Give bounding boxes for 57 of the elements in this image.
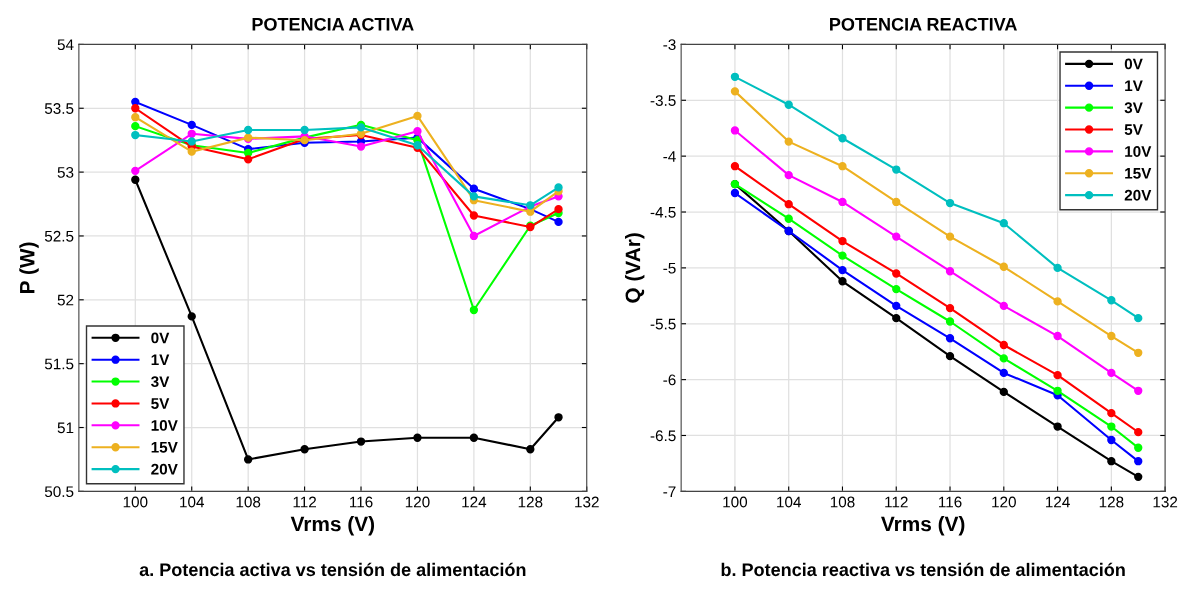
- legend-label: 15V: [151, 442, 178, 453]
- y-tick-label: 50.5: [44, 486, 74, 498]
- y-tick-label: 53: [57, 166, 74, 178]
- x-tick-label: 120: [405, 496, 430, 508]
- x-tick-label: 104: [180, 496, 205, 508]
- legend-label: 3V: [1124, 102, 1143, 114]
- legend-label: 5V: [151, 398, 170, 409]
- chart-title: POTENCIA ACTIVA: [252, 17, 414, 31]
- y-tick-label: -5.5: [650, 318, 676, 330]
- x-tick-label: 132: [575, 496, 599, 508]
- x-tick-label: 104: [777, 496, 801, 508]
- x-tick-label: 128: [518, 496, 543, 508]
- x-tick-label: 112: [293, 496, 317, 508]
- legend-label: 5V: [1124, 124, 1143, 136]
- chart-title: POTENCIA REACTIVA: [830, 17, 1017, 31]
- y-tick-label: -3: [663, 39, 676, 51]
- x-tick-label: 100: [123, 496, 148, 508]
- x-tick-label: 128: [1099, 496, 1124, 508]
- x-tick-label: 124: [462, 496, 487, 508]
- y-tick-label: 52: [57, 294, 74, 306]
- x-tick-label: 108: [236, 496, 261, 508]
- y-tick-label: 52.5: [44, 230, 74, 242]
- x-axis-title: Vrms (V): [881, 516, 965, 536]
- x-tick-label: 116: [350, 496, 373, 508]
- y-tick-label: -4: [663, 151, 676, 162]
- y-tick-label: 51.5: [44, 358, 74, 370]
- legend-label: 1V: [1125, 80, 1143, 92]
- x-tick-label: 100: [723, 496, 748, 508]
- legend-label: 20V: [1124, 189, 1152, 201]
- text: a. Potencia activa vs tensión de alimentación: [139, 562, 526, 577]
- legend-label: 0V: [151, 332, 170, 344]
- x-tick-label: 120: [992, 496, 1016, 508]
- y-tick-label: 53.5: [44, 103, 74, 114]
- y-tick-label: -7: [663, 486, 676, 497]
- x-tick-label: 108: [830, 496, 855, 508]
- legend-label: 20V: [151, 463, 178, 475]
- y-tick-label: -5: [663, 262, 676, 274]
- y-tick-label: 51: [57, 422, 74, 434]
- x-axis-title: Vrms (V): [290, 516, 375, 536]
- legend-label: 0V: [1124, 58, 1143, 70]
- y-axis-title: P (W): [19, 242, 39, 293]
- legend-label: 15V: [1125, 168, 1152, 179]
- text: b. Potencia reactiva vs tensión de alimentación: [721, 562, 1125, 577]
- x-tick-label: 112: [885, 496, 908, 508]
- x-tick-label: 124: [1046, 496, 1070, 508]
- legend-label: 10V: [151, 420, 178, 431]
- legend-label: 1V: [151, 354, 170, 366]
- y-tick-label: -4.5: [650, 207, 676, 218]
- x-tick-label: 116: [939, 496, 962, 508]
- legend-label: 10V: [1125, 146, 1152, 157]
- y-tick-label: 54: [57, 39, 74, 51]
- legend-label: 3V: [151, 376, 170, 388]
- y-tick-label: -6.5: [650, 430, 676, 442]
- y-axis-title: Q (VAr): [624, 233, 645, 303]
- x-tick-label: 132: [1153, 496, 1178, 508]
- y-tick-label: -3.5: [650, 95, 676, 106]
- y-tick-label: -6: [663, 374, 676, 386]
